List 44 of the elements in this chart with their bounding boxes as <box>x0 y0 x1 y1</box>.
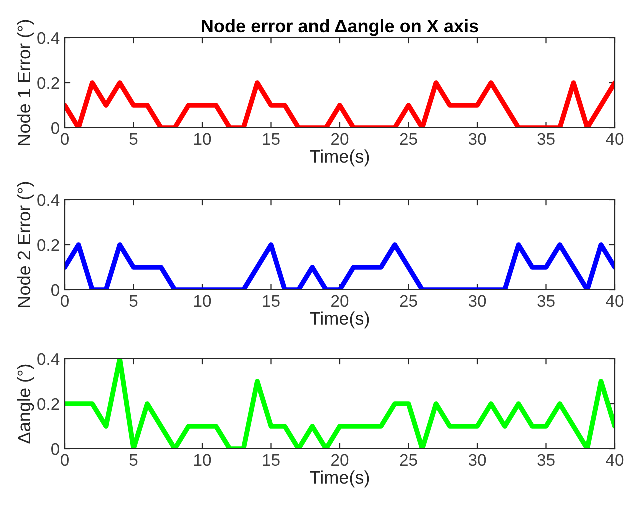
y-axis-title: Node 2 Error (°) <box>17 182 34 308</box>
x-tick-label: 15 <box>263 133 280 146</box>
x-tick-label: 40 <box>606 295 624 308</box>
x-tick-label: 10 <box>194 295 212 308</box>
y-axis-title: Node 1 Error (°) <box>17 20 34 146</box>
x-tick-label: 5 <box>130 454 138 466</box>
x-tick-label: 30 <box>468 295 486 308</box>
x-tick-label: 35 <box>538 133 555 146</box>
x-tick-label: 0 <box>61 133 69 146</box>
x-tick-label: 15 <box>263 454 280 466</box>
x-tick-label: 5 <box>130 133 138 146</box>
x-tick-label: 25 <box>400 454 418 466</box>
x-tick-label: 20 <box>332 133 349 146</box>
x-tick-label: 0 <box>61 454 69 466</box>
y-tick-label: 0.2 <box>38 398 60 410</box>
y-axis-title: Δangle (°) <box>17 364 34 444</box>
x-tick-label: 40 <box>606 133 624 146</box>
x-tick-label: 20 <box>332 454 349 466</box>
x-tick-label: 30 <box>468 133 486 146</box>
x-tick-label: 10 <box>194 133 212 146</box>
x-tick-label: 40 <box>606 454 624 466</box>
x-tick-label: 10 <box>194 454 212 466</box>
x-tick-label: 25 <box>400 133 418 146</box>
x-tick-label: 5 <box>130 295 138 308</box>
y-tick-label: 0 <box>52 443 60 456</box>
y-tick-label: 0.2 <box>38 77 60 90</box>
y-tick-label: 0.4 <box>38 32 60 44</box>
x-tick-label: 30 <box>468 454 486 466</box>
y-tick-label: 0 <box>52 284 60 296</box>
x-tick-label: 15 <box>263 295 280 308</box>
line-series <box>65 359 615 449</box>
y-tick-label: 0.4 <box>38 353 60 366</box>
x-tick-label: 35 <box>538 295 555 308</box>
x-axis-title: Time(s) <box>310 312 370 329</box>
x-tick-label: 20 <box>332 295 349 308</box>
x-tick-label: 0 <box>61 295 69 308</box>
y-tick-label: 0.2 <box>38 239 60 252</box>
y-tick-label: 0.4 <box>38 194 60 206</box>
x-axis-title: Time(s) <box>310 470 370 488</box>
x-tick-label: 35 <box>538 454 555 466</box>
chart-title: Node error and Δangle on X axis <box>202 19 478 36</box>
y-tick-label: 0 <box>52 122 60 134</box>
x-axis-title: Time(s) <box>310 150 370 167</box>
x-tick-label: 25 <box>400 295 418 308</box>
